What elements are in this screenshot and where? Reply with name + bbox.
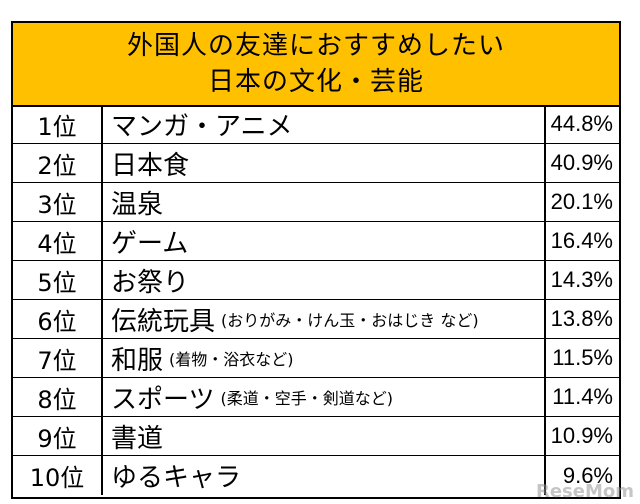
- item-note: (柔道・空手・剣道など): [220, 389, 393, 408]
- value-cell: 20.1%: [550, 189, 613, 214]
- item-cell: 温泉: [103, 183, 546, 221]
- value-cell: 11.5%: [552, 345, 613, 370]
- rank-cell: 10位: [13, 456, 103, 495]
- value-cell: 14.3%: [550, 267, 613, 292]
- value-cell: 11.4%: [552, 384, 613, 409]
- table-row: 1位 マンガ・アニメ 44.8%: [13, 105, 619, 144]
- item-label: 書道: [111, 423, 164, 454]
- table-row: 6位 伝統玩具 (おりがみ・けん玉・おはじき など) 13.8%: [13, 300, 619, 339]
- item-label: マンガ・アニメ: [111, 111, 293, 142]
- value-cell: 44.8%: [550, 111, 613, 136]
- table-row: 8位 スポーツ (柔道・空手・剣道など) 11.4%: [13, 378, 619, 417]
- table-row: 5位 お祭り 14.3%: [13, 261, 619, 300]
- item-cell: お祭り: [103, 261, 546, 299]
- rank-cell: 6位: [13, 300, 103, 338]
- item-label: スポーツ: [111, 384, 215, 415]
- rank-cell: 5位: [13, 261, 103, 299]
- table-row: 9位 書道 10.9%: [13, 417, 619, 456]
- rank-cell: 7位: [13, 339, 103, 377]
- value-cell: 10.9%: [550, 423, 613, 448]
- table-row: 7位 和服 (着物・浴衣など) 11.5%: [13, 339, 619, 378]
- item-label: ゲーム: [111, 228, 189, 259]
- item-cell: ゲーム: [103, 222, 546, 260]
- value-cell: 13.8%: [550, 306, 613, 331]
- rank-cell: 8位: [13, 378, 103, 416]
- table-row: 10位 ゆるキャラ 9.6%: [13, 456, 619, 495]
- value-cell: 9.6%: [562, 462, 613, 488]
- table-title: 外国人の友達におすすめしたい 日本の文化・芸能: [13, 23, 619, 107]
- item-cell: ゆるキャラ: [103, 456, 546, 495]
- item-cell: 和服 (着物・浴衣など): [103, 339, 546, 377]
- value-cell: 40.9%: [550, 150, 613, 175]
- table-row: 4位 ゲーム 16.4%: [13, 222, 619, 261]
- item-cell: 伝統玩具 (おりがみ・けん玉・おはじき など): [103, 300, 546, 338]
- watermark: ReseMom: [535, 481, 634, 502]
- item-label: 和服: [111, 345, 164, 376]
- item-note: (おりがみ・けん玉・おはじき など): [221, 311, 479, 330]
- rank-cell: 4位: [13, 222, 103, 260]
- item-cell: マンガ・アニメ: [103, 105, 546, 143]
- item-cell: スポーツ (柔道・空手・剣道など): [103, 378, 546, 416]
- ranking-table: 外国人の友達におすすめしたい 日本の文化・芸能 1位 マンガ・アニメ 44.8% 2位…: [11, 21, 621, 499]
- item-label: 伝統玩具: [111, 306, 216, 337]
- item-label: 温泉: [111, 189, 164, 220]
- item-note: (着物・浴衣など): [169, 350, 294, 369]
- rank-cell: 1位: [13, 105, 103, 143]
- rank-cell: 2位: [13, 144, 103, 182]
- table-row: 2位 日本食 40.9%: [13, 144, 619, 183]
- item-cell: 書道: [103, 417, 546, 455]
- title-line-2: 日本の文化・芸能: [207, 67, 424, 97]
- item-label: 日本食: [111, 150, 190, 181]
- item-cell: 日本食: [103, 144, 546, 182]
- item-label: お祭り: [111, 267, 190, 298]
- value-cell: 16.4%: [550, 228, 613, 253]
- title-line-1: 外国人の友達におすすめしたい: [126, 31, 505, 61]
- rank-cell: 3位: [13, 183, 103, 221]
- rank-cell: 9位: [13, 417, 103, 455]
- item-label: ゆるキャラ: [111, 463, 242, 493]
- table-row: 3位 温泉 20.1%: [13, 183, 619, 222]
